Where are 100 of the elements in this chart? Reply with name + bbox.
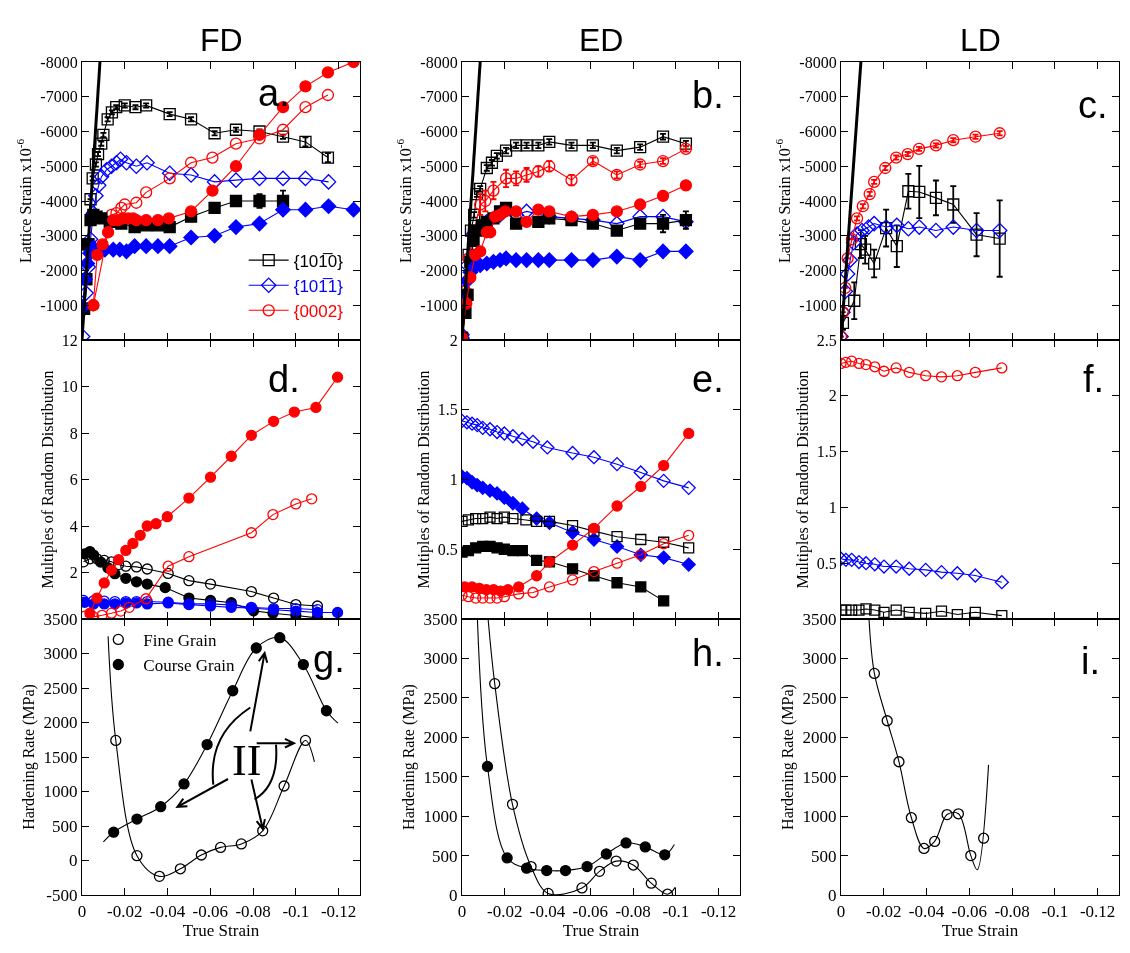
- y-tick-label: 10: [61, 378, 78, 396]
- y-tick-label: 2: [69, 564, 78, 582]
- x-axis-title: True Strain: [182, 920, 260, 940]
- y-axis-title: Multiples of Random Distribution: [793, 370, 812, 589]
- annotation: c.: [1078, 84, 1108, 126]
- y-tick-label: -1000: [799, 296, 837, 314]
- y-tick-label: -3000: [40, 227, 78, 245]
- x-tick-label: -0.06: [572, 901, 609, 921]
- y-tick-label: -8000: [420, 53, 458, 71]
- x-tick-label: -0.02: [487, 901, 523, 921]
- y-tick-label: -500: [46, 885, 78, 905]
- y-tick-label: 8: [69, 424, 78, 442]
- y-tick-label: 1500: [423, 767, 458, 787]
- y-tick-label: 1.5: [816, 443, 837, 461]
- x-tick-label: -0.06: [951, 901, 988, 921]
- y-tick-label: 1000: [802, 807, 837, 827]
- y-tick-label: 2500: [43, 678, 78, 698]
- y-tick-label: 3500: [802, 609, 837, 629]
- chart-title: ED: [579, 22, 624, 58]
- y-tick-label: 500: [51, 816, 78, 836]
- y-tick-label: -4000: [420, 192, 458, 210]
- y-tick-label: 1000: [43, 782, 78, 802]
- y-tick-label: -8000: [799, 53, 837, 71]
- y-tick-label: -7000: [420, 88, 458, 106]
- y-tick-label: 3000: [423, 649, 458, 669]
- x-tick-label: -0.1: [282, 901, 310, 921]
- y-tick-label: -3000: [420, 227, 458, 245]
- y-tick-label: -6000: [40, 123, 78, 141]
- y-axis-title: Multiples of Random Distribution: [414, 370, 433, 589]
- y-tick-label: -5000: [420, 157, 458, 175]
- annotation: II: [232, 736, 262, 785]
- y-tick-label: -7000: [40, 88, 78, 106]
- x-tick-label: -0.02: [866, 901, 902, 921]
- y-tick-label: -8000: [40, 53, 78, 71]
- annotation: d.: [268, 358, 300, 400]
- y-tick-label: -6000: [420, 123, 458, 141]
- y-tick-label: 1500: [43, 747, 78, 767]
- x-tick-label: -0.1: [1041, 901, 1069, 921]
- legend-label: Course Grain: [143, 656, 235, 676]
- y-tick-label: 1500: [802, 767, 837, 787]
- y-tick-label: -1000: [40, 296, 78, 314]
- x-tick-label: -0.04: [149, 901, 186, 921]
- y-tick-label: -6000: [799, 123, 837, 141]
- y-axis-title: Hardening Rate (MPa): [20, 684, 39, 830]
- y-axis-title: Hardening Rate (MPa): [400, 684, 419, 830]
- y-tick-label: 0: [448, 885, 458, 905]
- chart-title: LD: [960, 22, 1001, 58]
- y-tick-label: -2000: [40, 262, 78, 280]
- y-tick-label: 2000: [802, 728, 837, 748]
- x-tick-label: -0.1: [662, 901, 690, 921]
- y-tick-label: 6: [69, 471, 78, 489]
- y-tick-label: 1: [449, 471, 458, 489]
- legend-label: {101̅1}: [293, 276, 344, 296]
- y-tick-label: 0.5: [816, 554, 837, 572]
- x-tick-label: -0.12: [320, 901, 357, 921]
- legend-label: Fine Grain: [143, 631, 217, 651]
- annotation: f.: [1083, 358, 1105, 400]
- y-tick-label: 500: [431, 846, 458, 866]
- x-tick-label: -0.08: [235, 901, 271, 921]
- y-tick-label: -7000: [799, 88, 837, 106]
- y-tick-label: 500: [810, 846, 837, 866]
- y-tick-label: 2500: [423, 688, 458, 708]
- y-tick-label: 12: [61, 331, 78, 349]
- x-tick-label: -0.08: [615, 901, 651, 921]
- x-tick-label: -0.06: [192, 901, 229, 921]
- y-tick-label: 1: [828, 499, 837, 516]
- y-axis-title: Multiples of Random Distribution: [38, 370, 57, 589]
- y-tick-label: 0: [827, 885, 837, 905]
- y-tick-label: -3000: [799, 227, 837, 245]
- x-tick-label: -0.08: [994, 901, 1030, 921]
- annotation: a.: [258, 72, 290, 114]
- y-tick-label: 2.5: [816, 331, 837, 349]
- annotation: g.: [313, 638, 345, 680]
- legend-label: {101̅0}: [293, 251, 344, 271]
- y-tick-label: 2: [449, 331, 458, 349]
- y-tick-label: 1000: [423, 807, 458, 827]
- annotation: b.: [692, 74, 724, 116]
- y-tick-label: -1000: [420, 296, 458, 314]
- x-tick-label: -0.04: [908, 901, 945, 921]
- y-tick-label: -2000: [420, 262, 458, 280]
- y-tick-label: -2000: [799, 262, 837, 280]
- x-tick-label: -0.02: [107, 901, 143, 921]
- y-tick-label: 3000: [43, 644, 78, 664]
- y-tick-label: 1.5: [437, 401, 458, 419]
- x-tick-label: -0.04: [529, 901, 566, 921]
- y-tick-label: 4: [69, 517, 78, 535]
- y-tick-label: 2000: [423, 728, 458, 748]
- annotation: i.: [1081, 640, 1100, 682]
- y-tick-label: 3500: [43, 609, 78, 629]
- y-tick-label: 3500: [423, 609, 458, 629]
- annotation: e.: [692, 358, 724, 400]
- x-tick-label: -0.12: [700, 901, 737, 921]
- y-tick-label: -5000: [40, 157, 78, 175]
- x-tick-label: -0.12: [1079, 901, 1116, 921]
- y-tick-label: 0: [68, 851, 78, 871]
- x-axis-title: True Strain: [562, 920, 640, 940]
- y-tick-label: 2000: [43, 713, 78, 733]
- chart-title: FD: [200, 22, 243, 58]
- y-tick-label: 2500: [802, 688, 837, 708]
- legend-label: {0002}: [293, 301, 344, 321]
